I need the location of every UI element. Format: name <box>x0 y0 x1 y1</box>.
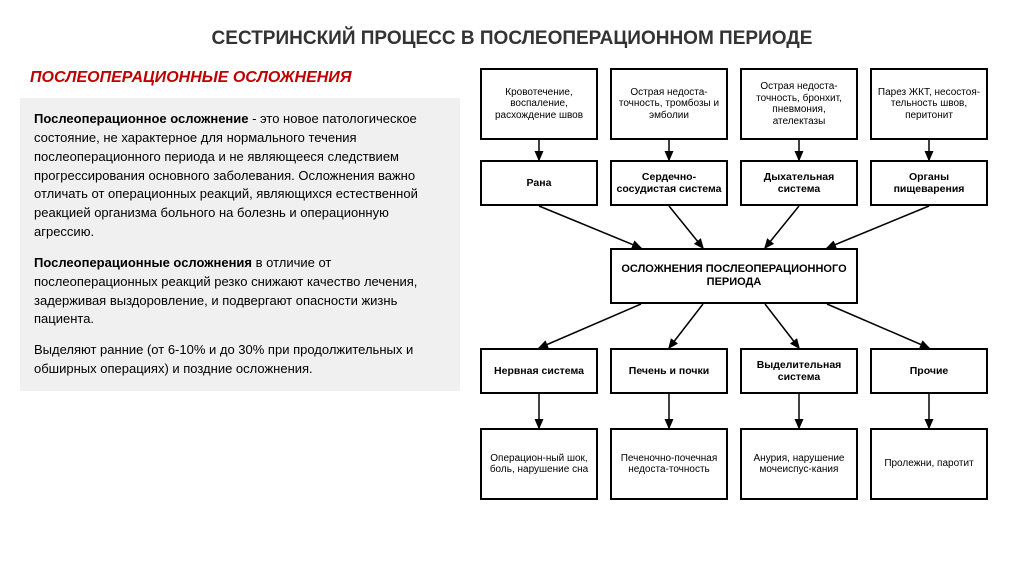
bottom-detail-1: Печеночно-почечная недоста-точность <box>610 428 728 500</box>
top-detail-1: Острая недоста-точность, тромбозы и эмбо… <box>610 68 728 140</box>
center-box: ОСЛОЖНЕНИЯ ПОСЛЕОПЕРАЦИОННОГО ПЕРИОДА <box>610 248 858 304</box>
bottom-system-3: Прочие <box>870 348 988 394</box>
bottom-system-1: Печень и почки <box>610 348 728 394</box>
content-area: ПОСЛЕОПЕРАЦИОННЫЕ ОСЛОЖНЕНИЯ Послеоперац… <box>0 68 1024 538</box>
paragraph-2: Послеоперационные осложнения в отличие о… <box>34 254 446 329</box>
bottom-system-0: Нервная система <box>480 348 598 394</box>
top-system-0: Рана <box>480 160 598 206</box>
paragraph-3: Выделяют ранние (от 6-10% и до 30% при п… <box>34 341 446 379</box>
top-detail-3: Парез ЖКТ, несостоя-тельность швов, пери… <box>870 68 988 140</box>
top-detail-0: Кровотечение, воспаление, расхождение шв… <box>480 68 598 140</box>
top-detail-2: Острая недоста-точность, бронхит, пневмо… <box>740 68 858 140</box>
top-system-1: Сердечно-сосудистая система <box>610 160 728 206</box>
subtitle: ПОСЛЕОПЕРАЦИОННЫЕ ОСЛОЖНЕНИЯ <box>20 68 460 88</box>
top-system-2: Дыхательная система <box>740 160 858 206</box>
paragraph-1: Послеоперационное осложнение - это новое… <box>34 110 446 242</box>
complications-diagram: Кровотечение, воспаление, расхождение шв… <box>470 68 1000 538</box>
page-title: СЕСТРИНСКИЙ ПРОЦЕСС В ПОСЛЕОПЕРАЦИОННОМ … <box>0 0 1024 68</box>
left-column: ПОСЛЕОПЕРАЦИОННЫЕ ОСЛОЖНЕНИЯ Послеоперац… <box>20 68 460 538</box>
bottom-detail-2: Анурия, нарушение мочеиспус-кания <box>740 428 858 500</box>
bottom-detail-0: Операцион-ный шок, боль, нарушение сна <box>480 428 598 500</box>
bottom-detail-3: Пролежни, паротит <box>870 428 988 500</box>
definition-box: Послеоперационное осложнение - это новое… <box>20 98 460 391</box>
bottom-system-2: Выделительная система <box>740 348 858 394</box>
top-system-3: Органы пищеварения <box>870 160 988 206</box>
